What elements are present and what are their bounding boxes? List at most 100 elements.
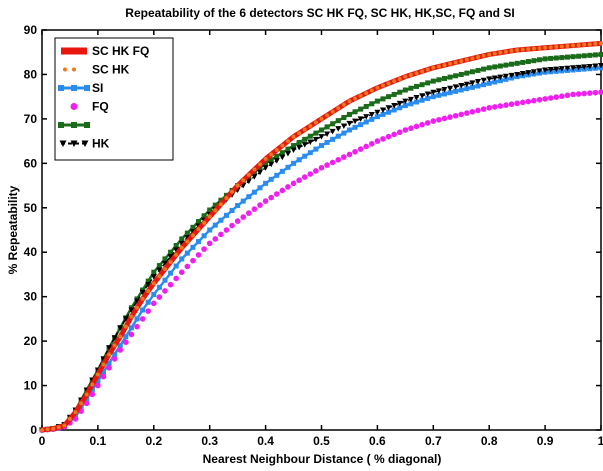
- series-point: [570, 91, 576, 98]
- series-point: [324, 131, 331, 137]
- x-tick-label: 1: [598, 434, 603, 448]
- series-point: [301, 174, 308, 180]
- series-point: [291, 160, 297, 166]
- series-point: [581, 90, 588, 97]
- x-tick-label: 0.8: [481, 434, 498, 448]
- series-point: [302, 153, 308, 159]
- series-point: [553, 94, 560, 100]
- series-point: [201, 213, 207, 219]
- series-point: [375, 85, 380, 90]
- series-point: [402, 103, 408, 109]
- series-point: [470, 56, 475, 61]
- series-point: [207, 227, 213, 233]
- series-point: [587, 42, 592, 47]
- series-point: [391, 131, 397, 138]
- series-point: [229, 207, 235, 213]
- series-point: [419, 121, 425, 128]
- series-point: [184, 250, 190, 256]
- series-point: [190, 224, 196, 230]
- series-point: [486, 76, 493, 82]
- series-point: [531, 97, 537, 104]
- series-point: [230, 189, 235, 194]
- series-point: [397, 89, 403, 95]
- legend-marker: [63, 67, 67, 72]
- series-point: [319, 116, 324, 121]
- series-point: [458, 111, 465, 118]
- series-point: [235, 203, 241, 209]
- series-point: [263, 156, 268, 161]
- series-point: [302, 127, 307, 132]
- series-point: [452, 112, 459, 119]
- series-point: [202, 220, 207, 225]
- series-point: [575, 64, 582, 71]
- legend-marker: [84, 122, 90, 128]
- series-point: [151, 291, 157, 297]
- x-axis-label: Nearest Neighbour Distance ( % diagonal): [203, 452, 442, 466]
- series-point: [425, 80, 431, 86]
- series-point: [464, 57, 469, 62]
- series-point: [79, 401, 84, 406]
- series-point: [89, 391, 96, 398]
- series-point: [151, 269, 157, 275]
- series-point: [379, 107, 386, 113]
- series-point: [503, 62, 509, 68]
- series-point: [564, 54, 570, 60]
- series-point: [419, 97, 425, 103]
- series-point: [502, 73, 509, 80]
- series-point: [435, 88, 442, 94]
- series-point: [419, 82, 425, 88]
- series-point: [273, 191, 280, 197]
- series-point: [269, 152, 274, 157]
- series-point: [491, 104, 498, 110]
- series-point: [392, 79, 397, 84]
- series-point: [374, 114, 380, 120]
- series-point: [117, 325, 124, 331]
- series-point: [447, 90, 453, 96]
- series-point: [414, 71, 419, 76]
- series-point: [229, 222, 235, 229]
- legend-box: [54, 37, 174, 161]
- series-point: [168, 260, 173, 264]
- series-point: [173, 243, 179, 249]
- series-point: [128, 307, 135, 313]
- series-point: [279, 150, 285, 156]
- series-point: [319, 127, 324, 133]
- series-point: [241, 178, 246, 183]
- series-point: [324, 162, 330, 168]
- series-point: [268, 194, 274, 201]
- series-point: [145, 299, 151, 305]
- y-tick-label: 60: [24, 156, 38, 170]
- series-point: [424, 91, 431, 97]
- series-point: [358, 93, 363, 98]
- series-point: [190, 244, 196, 250]
- x-tick-label: 0: [39, 434, 46, 448]
- series-point: [553, 55, 559, 61]
- y-tick-label: 0: [30, 423, 37, 437]
- series-point: [330, 136, 336, 142]
- series-point: [218, 197, 224, 203]
- legend-marker: [58, 122, 64, 128]
- series-point: [307, 171, 314, 177]
- legend-entry: SC HK: [63, 63, 130, 77]
- series-point: [559, 44, 564, 49]
- series-point: [408, 72, 413, 77]
- series-point: [201, 246, 207, 252]
- series-point: [374, 138, 381, 144]
- series-point: [336, 106, 341, 111]
- series-point: [139, 289, 146, 296]
- series-point: [436, 116, 442, 123]
- series-point: [536, 68, 543, 74]
- series-point: [308, 124, 313, 128]
- series-point: [174, 252, 179, 257]
- series-point: [279, 154, 286, 161]
- series-point: [285, 139, 290, 144]
- legend-marker: [70, 103, 78, 110]
- series-point: [464, 110, 470, 116]
- series-point: [151, 300, 157, 307]
- series-point: [525, 70, 532, 76]
- series-point: [129, 314, 134, 319]
- x-tick-label: 0.9: [537, 434, 554, 448]
- series-point: [385, 105, 392, 111]
- series-point: [330, 121, 336, 127]
- series-point: [514, 71, 521, 78]
